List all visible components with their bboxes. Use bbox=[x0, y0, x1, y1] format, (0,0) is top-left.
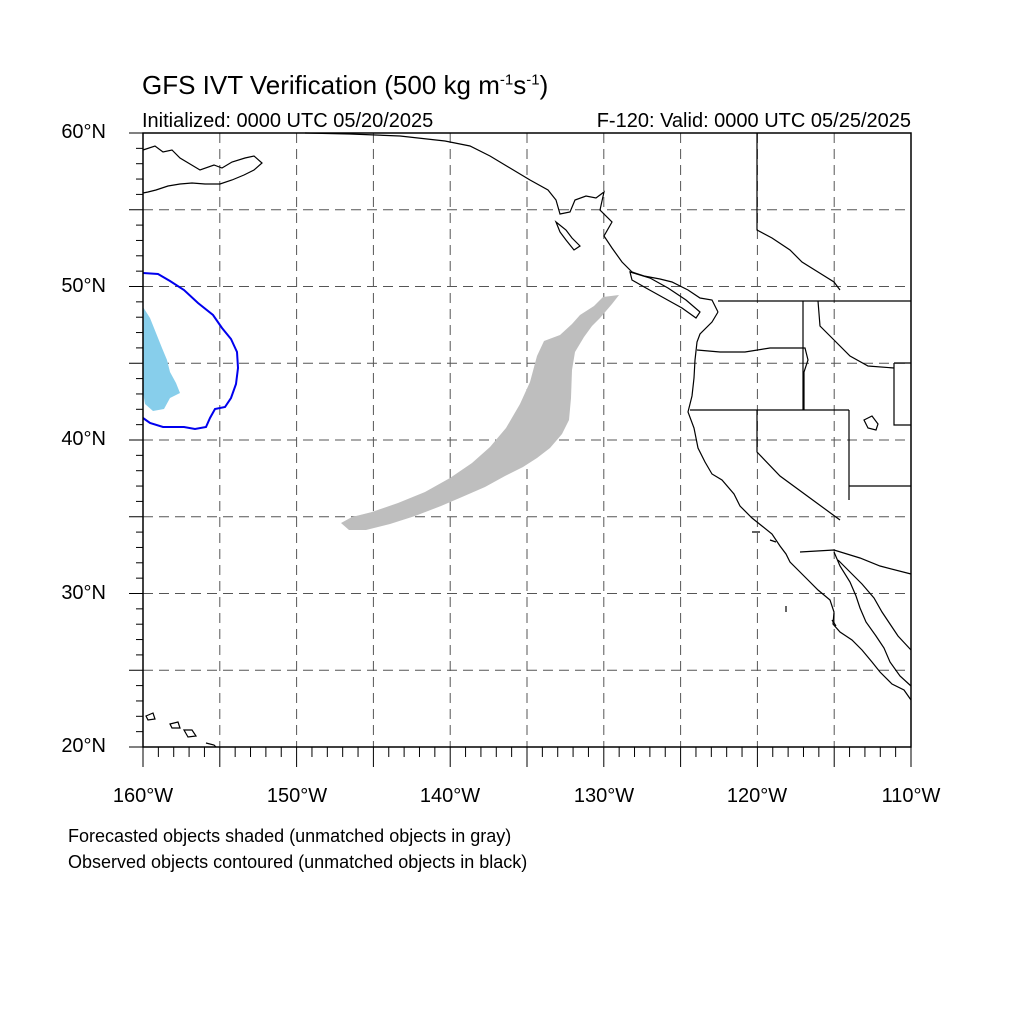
longitude-ticks bbox=[143, 747, 911, 767]
legend-note-observed: Observed objects contoured (unmatched ob… bbox=[68, 852, 527, 873]
lat-label-40n: 40°N bbox=[6, 428, 106, 451]
gulf-of-california-east bbox=[838, 560, 911, 650]
baja-peninsula bbox=[834, 552, 911, 686]
lat-label-30n: 30°N bbox=[6, 582, 106, 605]
california-nevada-border bbox=[757, 410, 840, 520]
alaska-coast bbox=[143, 146, 262, 193]
lat-label-60n: 60°N bbox=[6, 121, 106, 144]
great-salt-lake bbox=[864, 416, 878, 430]
lon-label-130w: 130°W bbox=[544, 785, 664, 808]
bc-interior-coast bbox=[757, 133, 840, 290]
us-west-coast bbox=[688, 312, 911, 700]
lon-label-140w: 140°W bbox=[390, 785, 510, 808]
lon-label-110w: 110°W bbox=[851, 785, 971, 808]
legend-note-forecast: Forecasted objects shaded (unmatched obj… bbox=[68, 826, 511, 847]
lon-label-150w: 150°W bbox=[237, 785, 357, 808]
mexico-border bbox=[800, 550, 911, 574]
channel-islands bbox=[752, 532, 836, 626]
alaska-panhandle-coast bbox=[305, 133, 718, 312]
forecast-matched-object bbox=[143, 307, 180, 411]
idaho-border bbox=[803, 301, 894, 410]
vancouver-island bbox=[630, 272, 700, 318]
latitude-ticks bbox=[129, 133, 143, 747]
lon-label-120w: 120°W bbox=[697, 785, 817, 808]
hawaii-islands bbox=[146, 713, 216, 747]
lat-label-50n: 50°N bbox=[6, 275, 106, 298]
haida-gwaii bbox=[556, 222, 580, 250]
washington-oregon-border bbox=[697, 348, 808, 410]
lat-label-20n: 20°N bbox=[6, 735, 106, 758]
wyoming-border bbox=[894, 363, 911, 425]
lon-label-160w: 160°W bbox=[83, 785, 203, 808]
forecast-unmatched-object bbox=[341, 295, 619, 530]
